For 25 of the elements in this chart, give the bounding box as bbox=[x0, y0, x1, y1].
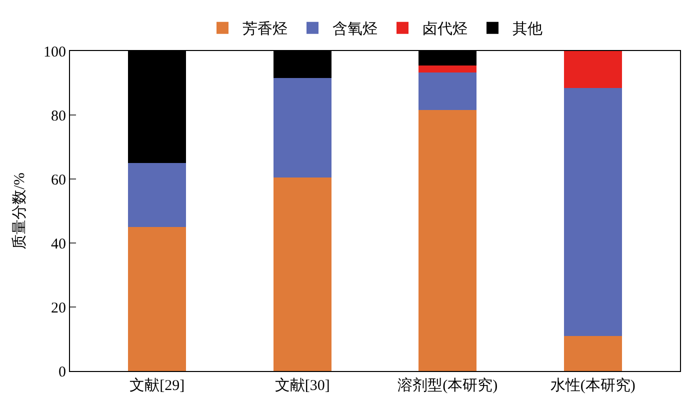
bar bbox=[564, 336, 622, 371]
bar bbox=[273, 177, 332, 371]
bar bbox=[128, 163, 186, 227]
y-tick-label: 0 bbox=[58, 364, 66, 380]
y-tick-label: 100 bbox=[44, 44, 66, 60]
bar bbox=[564, 51, 622, 88]
x-tick-label: 溶剂型(本研究) bbox=[398, 377, 498, 394]
x-tick-label: 文献[30] bbox=[274, 377, 330, 394]
legend-label: 其他 bbox=[512, 20, 542, 38]
legend-label: 卤代烃 bbox=[422, 20, 468, 38]
legend-label: 芳香烃 bbox=[242, 20, 288, 38]
x-tick-label: 水性(本研究) bbox=[550, 377, 636, 394]
x-tick-label: 文献[29] bbox=[130, 377, 185, 394]
bar bbox=[418, 72, 477, 110]
y-tick-label: 80 bbox=[51, 108, 66, 124]
y-tick-label: 20 bbox=[51, 300, 66, 316]
bar bbox=[418, 65, 477, 72]
legend-label: 含氧烃 bbox=[332, 20, 378, 38]
y-tick-label: 60 bbox=[51, 172, 66, 188]
bar bbox=[273, 78, 332, 178]
bar bbox=[564, 88, 622, 336]
y-tick-label: 40 bbox=[51, 236, 66, 252]
bar bbox=[418, 110, 477, 371]
bar bbox=[128, 227, 186, 371]
y-axis-title: 质量分数/% bbox=[10, 172, 28, 250]
